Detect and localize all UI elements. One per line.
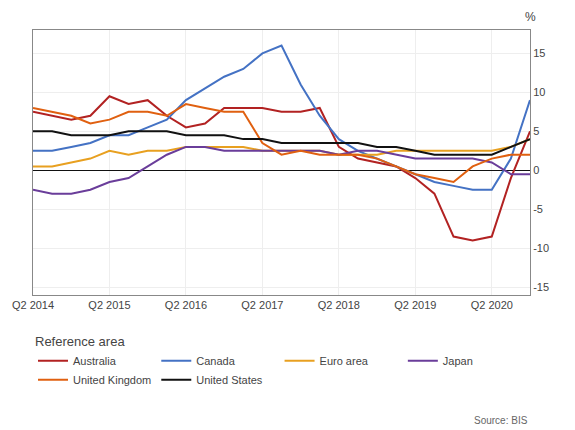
svg-text:-10: -10	[533, 242, 549, 254]
svg-text:Q2 2020: Q2 2020	[471, 299, 513, 311]
svg-text:%: %	[525, 10, 536, 24]
svg-text:15: 15	[533, 47, 545, 59]
svg-text:Australia: Australia	[73, 355, 117, 367]
svg-text:Q2 2019: Q2 2019	[394, 299, 436, 311]
svg-text:Source: BIS: Source: BIS	[474, 415, 528, 426]
svg-text:Reference area: Reference area	[35, 334, 125, 349]
svg-text:Canada: Canada	[196, 355, 235, 367]
svg-text:5: 5	[533, 125, 539, 137]
svg-text:10: 10	[533, 86, 545, 98]
svg-text:Japan: Japan	[443, 355, 473, 367]
svg-text:Q2 2017: Q2 2017	[241, 299, 283, 311]
svg-text:Euro area: Euro area	[320, 355, 369, 367]
svg-text:United Kingdom: United Kingdom	[73, 374, 151, 386]
svg-text:Q2 2016: Q2 2016	[165, 299, 207, 311]
svg-text:-5: -5	[533, 203, 543, 215]
svg-text:-15: -15	[533, 281, 549, 293]
svg-text:Q2 2014: Q2 2014	[12, 299, 54, 311]
svg-text:United States: United States	[196, 374, 263, 386]
svg-text:Q2 2018: Q2 2018	[318, 299, 360, 311]
svg-text:Q2 2015: Q2 2015	[88, 299, 130, 311]
svg-text:0: 0	[533, 164, 539, 176]
